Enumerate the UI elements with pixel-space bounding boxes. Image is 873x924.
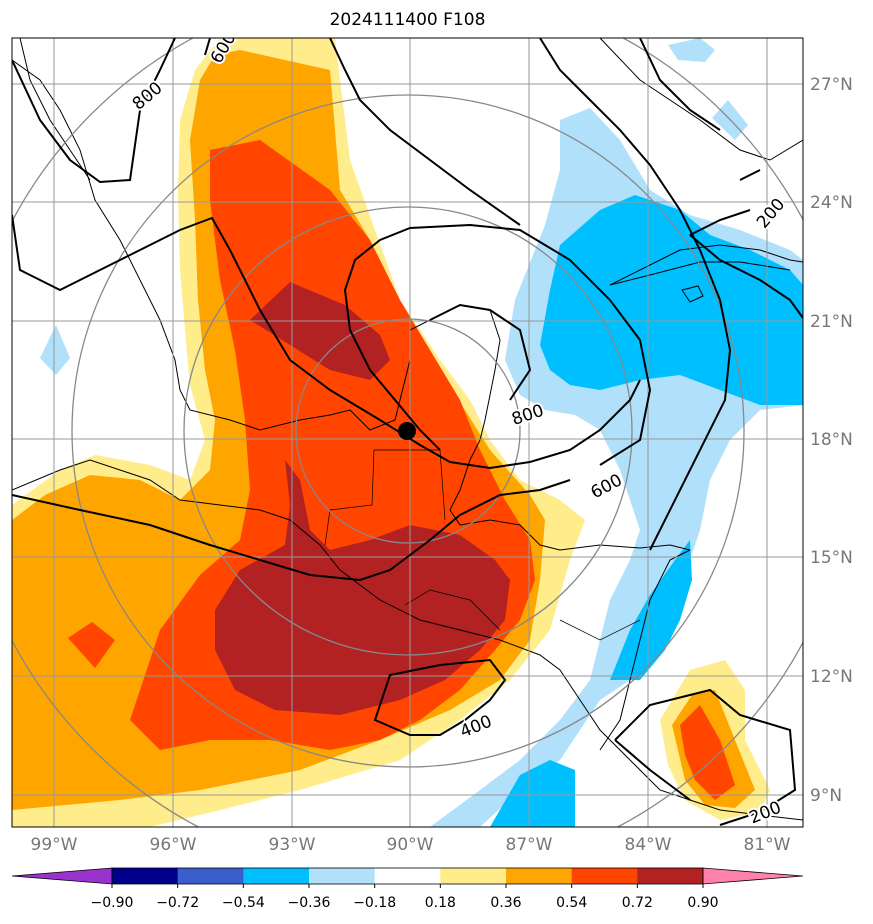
colorbar-tick-label: −0.54 [222, 895, 265, 911]
lat-label: 15°N [810, 548, 853, 568]
colorbar-tick-label: 0.36 [490, 895, 521, 911]
contour-400 [373, 658, 507, 736]
contour-800-upper [12, 38, 176, 184]
colorbar-segment [506, 868, 573, 884]
colorbar-tick-label: 0.18 [425, 895, 456, 911]
contour-label: 600 [588, 470, 626, 503]
latitude-labels: 27°N 24°N 21°N 18°N 15°N 12°N 9°N [810, 75, 853, 806]
cuba [609, 244, 803, 286]
colorbar-segment [374, 868, 441, 884]
colorbar-frame [111, 867, 704, 885]
colorbar-segment [440, 868, 507, 884]
baja-coast [19, 38, 91, 181]
lon-label: 84°W [625, 835, 672, 855]
coastlines [12, 38, 803, 821]
contour-label: 800 [509, 401, 546, 430]
lon-label: 99°W [31, 835, 78, 855]
contour-fill-neg0.36-south [610, 540, 692, 680]
lon-label: 96°W [150, 835, 197, 855]
colorbar-segment [177, 868, 244, 884]
colorbar-tick-label: 0.54 [556, 895, 587, 911]
florida-coast [599, 38, 803, 161]
borders [324, 449, 641, 641]
contour-200-se [614, 688, 797, 826]
lon-label: 90°W [387, 835, 434, 855]
contour-fill-neg0.18-west [40, 325, 70, 375]
yucatan-east [449, 439, 691, 551]
lat-label: 9°N [810, 786, 842, 806]
colorbar-extend-low [11, 867, 113, 885]
lat-label: 21°N [810, 312, 853, 332]
colorbar-segment [637, 868, 704, 884]
shaded-field: 600 800 800 600 400 200 200 [12, 38, 803, 827]
lat-label: 27°N [810, 75, 853, 95]
colorbar-segment [309, 868, 376, 884]
contour-600-main [12, 38, 652, 582]
caribbean-coast [599, 549, 691, 751]
contour-fill-neg0.18-cuba [668, 38, 715, 62]
longitude-labels: 99°W 96°W 93°W 90°W 87°W 84°W 81°W [31, 835, 791, 855]
map-frame [11, 37, 804, 828]
colorbar-tick-label: −0.36 [288, 895, 331, 911]
contour-200-ne [639, 38, 761, 236]
colorbar-tick-label: −0.72 [156, 895, 199, 911]
lon-label: 93°W [269, 835, 316, 855]
colorbar-tick-label: 0.72 [622, 895, 653, 911]
contour-600-upper [204, 38, 217, 56]
range-rings [12, 38, 803, 827]
contour-label: 200 [753, 195, 789, 233]
lon-label: 87°W [506, 835, 553, 855]
colorbar-extend-high [702, 867, 804, 885]
lat-label: 24°N [810, 193, 853, 213]
colorbar-tick-label: −0.18 [353, 895, 396, 911]
contour-fill-neg0.36-sw [490, 760, 575, 827]
colorbar-tick-label: −0.90 [91, 895, 134, 911]
colorbar-segment [571, 868, 638, 884]
cuba-isla [681, 285, 704, 303]
colorbar-segment [243, 868, 310, 884]
contour-800-inner [429, 303, 532, 401]
lat-label: 12°N [810, 667, 853, 687]
contour-other [539, 38, 732, 551]
map-title: 2024111400 F108 [329, 10, 486, 30]
gulf-coast [12, 59, 501, 441]
pacific-coast [12, 459, 803, 821]
colorbar-segment [112, 868, 179, 884]
colorbar-tick-label: 0.90 [687, 895, 718, 911]
contour-lines [12, 38, 803, 826]
contour-east [689, 234, 803, 319]
lat-label: 18°N [810, 430, 853, 450]
contour-fill-0.54-west [68, 622, 115, 668]
contour-800-main [12, 214, 641, 470]
contour-fill-0.72-north [250, 282, 390, 380]
storm-center-marker [398, 422, 416, 440]
lon-label: 81°W [744, 835, 791, 855]
colorbar: −0.90 −0.72 −0.54 −0.36 −0.18 0.18 0.36 0.54 0.7… [11, 867, 804, 911]
